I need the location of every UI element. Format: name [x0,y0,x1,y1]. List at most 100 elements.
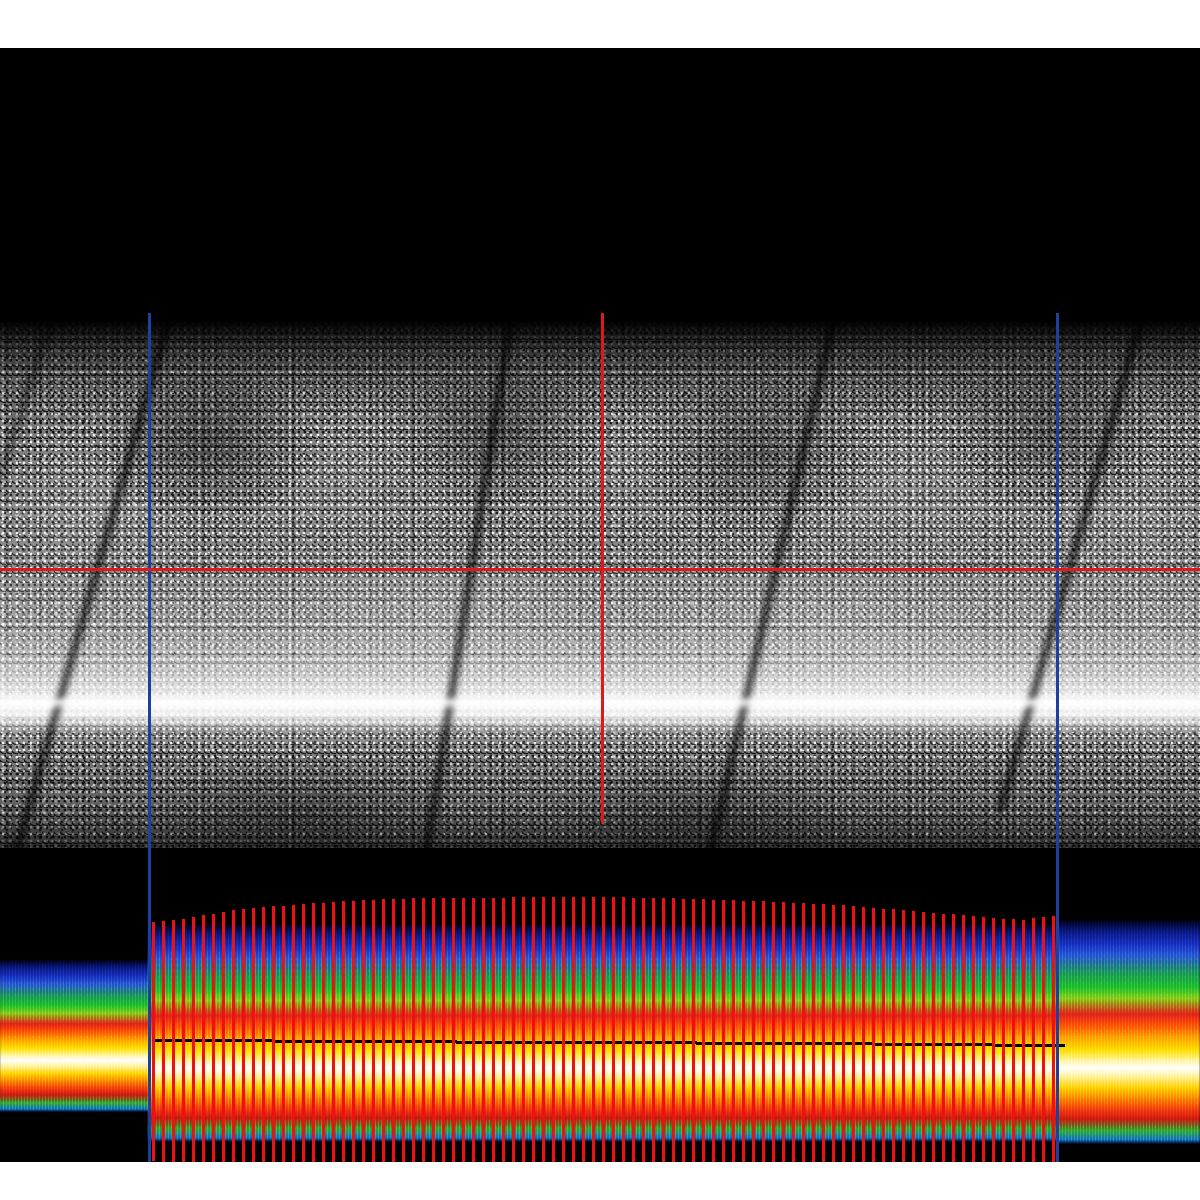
doppler-gate-tick[interactable] [532,897,535,1162]
doppler-gate-tick[interactable] [572,897,575,1162]
doppler-gate-tick[interactable] [1012,919,1015,1162]
doppler-gate-tick[interactable] [882,908,885,1162]
doppler-gate-tick[interactable] [522,897,525,1162]
doppler-gate-tick[interactable] [442,898,445,1162]
doppler-gate-tick[interactable] [742,900,745,1162]
doppler-gate-tick[interactable] [352,900,355,1162]
doppler-gate-tick[interactable] [552,897,555,1162]
doppler-trace-segment [712,1041,721,1045]
doppler-gate-tick[interactable] [582,897,585,1162]
doppler-gate-tick[interactable] [642,897,645,1162]
doppler-gate-tick[interactable] [592,897,595,1162]
bmode-panel[interactable] [0,313,1200,873]
doppler-gate-tick[interactable] [482,897,485,1162]
doppler-gate-tick[interactable] [342,901,345,1162]
doppler-gate-tick[interactable] [692,899,695,1162]
doppler-gate-tick[interactable] [702,899,705,1162]
doppler-trace-segment [304,1040,313,1043]
doppler-gate-tick[interactable] [312,903,315,1162]
doppler-gate-tick[interactable] [192,917,195,1162]
doppler-gate-tick[interactable] [222,912,225,1162]
doppler-trace-segment [336,1040,345,1043]
doppler-gate-tick[interactable] [242,908,245,1162]
doppler-gate-tick[interactable] [322,902,325,1162]
doppler-gate-tick[interactable] [152,922,155,1161]
doppler-trace-segment [384,1040,393,1043]
doppler-gate-tick[interactable] [492,897,495,1162]
doppler-gate-tick[interactable] [182,918,185,1162]
doppler-gate-tick[interactable] [862,906,865,1162]
doppler-gate-tick[interactable] [512,897,515,1162]
doppler-gate-tick[interactable] [782,902,785,1162]
doppler-gate-tick[interactable] [252,908,255,1162]
doppler-gate-tick[interactable] [902,910,905,1162]
doppler-gate-tick[interactable] [542,897,545,1162]
doppler-gate-tick[interactable] [462,898,465,1162]
doppler-gate-tick[interactable] [732,900,735,1162]
doppler-gate-tick[interactable] [362,899,365,1162]
doppler-gate-tick[interactable] [282,905,285,1162]
doppler-gate-tick[interactable] [942,913,945,1162]
doppler-gate-tick[interactable] [562,897,565,1162]
doppler-gate-tick[interactable] [372,899,375,1162]
doppler-gate-tick[interactable] [392,898,395,1162]
doppler-gate-tick[interactable] [762,901,765,1162]
doppler-gate-tick[interactable] [662,898,665,1162]
doppler-gate-tick[interactable] [632,897,635,1162]
doppler-gate-tick[interactable] [212,913,215,1162]
doppler-gate-tick[interactable] [952,914,955,1162]
doppler-gate-tick[interactable] [992,917,995,1162]
doppler-gate-tick[interactable] [502,897,505,1162]
doppler-gate-tick[interactable] [912,911,915,1162]
doppler-gate-tick[interactable] [602,897,605,1162]
doppler-gate-tick[interactable] [422,898,425,1162]
doppler-gate-tick[interactable] [452,898,455,1162]
doppler-gate-tick[interactable] [262,907,265,1162]
doppler-gate-tick[interactable] [432,898,435,1162]
doppler-gate-tick[interactable] [802,903,805,1162]
doppler-gate-tick[interactable] [622,897,625,1162]
doppler-gate-tick[interactable] [1052,915,1055,1162]
doppler-gate-tick[interactable] [1022,919,1025,1162]
doppler-gate-tick[interactable] [612,897,615,1162]
doppler-gate-tick[interactable] [722,900,725,1162]
doppler-gate-tick[interactable] [892,909,895,1162]
doppler-panel[interactable] [0,848,1200,1162]
doppler-gate-tick[interactable] [472,898,475,1162]
doppler-gate-tick[interactable] [1002,918,1005,1162]
doppler-gate-tick[interactable] [672,898,675,1162]
doppler-trace-segment [984,1043,993,1047]
doppler-gate-tick[interactable] [772,901,775,1162]
doppler-gate-tick[interactable] [852,906,855,1162]
doppler-gate-tick[interactable] [832,904,835,1162]
doppler-gate-tick[interactable] [332,901,335,1162]
doppler-gate-tick[interactable] [1042,917,1045,1162]
doppler-gate-tick[interactable] [822,904,825,1162]
doppler-gate-tick[interactable] [162,921,165,1162]
doppler-gate-tick[interactable] [682,898,685,1162]
doppler-gate-tick[interactable] [302,903,305,1162]
doppler-gate-tick[interactable] [932,912,935,1162]
doppler-gate-tick[interactable] [752,901,755,1162]
doppler-gate-tick[interactable] [272,906,275,1162]
doppler-trace-segment [952,1043,961,1046]
doppler-gate-tick[interactable] [292,904,295,1162]
doppler-gate-tick[interactable] [232,910,235,1162]
doppler-gate-tick[interactable] [972,916,975,1162]
doppler-gate-tick[interactable] [382,899,385,1162]
doppler-gate-tick[interactable] [922,911,925,1162]
doppler-gate-tick[interactable] [652,897,655,1162]
doppler-gate-tick[interactable] [712,899,715,1162]
doppler-gate-tick[interactable] [202,915,205,1162]
doppler-gate-tick[interactable] [412,898,415,1162]
doppler-gate-tick[interactable] [962,915,965,1162]
doppler-gate-tick[interactable] [842,905,845,1162]
doppler-gate-tick[interactable] [812,903,815,1162]
doppler-gate-tick-group[interactable] [0,848,1200,1162]
doppler-gate-tick[interactable] [1032,918,1035,1162]
doppler-gate-tick[interactable] [872,907,875,1162]
doppler-gate-tick[interactable] [402,898,405,1162]
doppler-gate-tick[interactable] [172,919,175,1162]
doppler-gate-tick[interactable] [982,916,985,1162]
doppler-gate-tick[interactable] [792,902,795,1162]
